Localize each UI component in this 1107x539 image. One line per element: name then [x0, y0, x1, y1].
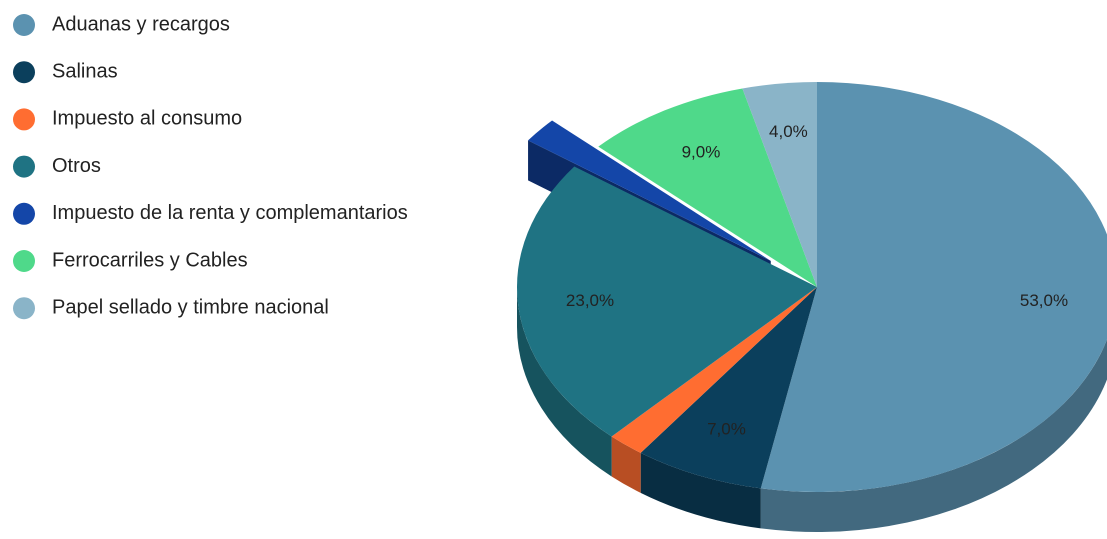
legend-text: Aduanas y recargos	[52, 13, 230, 35]
slice	[611, 287, 817, 453]
slice-side	[640, 452, 761, 529]
legend-marker	[13, 155, 35, 178]
slice-side	[760, 339, 1107, 532]
legend-marker	[13, 297, 35, 320]
legend-text: Otros	[52, 155, 101, 177]
slice	[742, 82, 817, 287]
legend-text: Ferrocarriles y Cables	[52, 249, 248, 271]
slice-label: 23,0%	[566, 291, 614, 310]
slice	[528, 120, 771, 261]
legend-text: Papel sellado y timbre nacional	[52, 296, 329, 318]
slice-side	[611, 436, 641, 493]
slice-label: 53,0%	[1020, 291, 1068, 310]
legend-marker	[13, 108, 35, 131]
slice-label: 7,0%	[707, 419, 746, 438]
legend-marker	[13, 14, 35, 36]
legend-marker	[13, 202, 35, 225]
slice	[517, 166, 817, 437]
slice-label: 4,0%	[769, 122, 808, 141]
slice	[760, 82, 1107, 492]
legend-text: Impuesto de la renta y complemantarios	[52, 202, 408, 224]
slice	[640, 287, 817, 489]
slice-side	[517, 287, 612, 477]
legend-marker	[13, 61, 35, 84]
legend-marker	[13, 250, 35, 272]
slice-label: 9,0%	[682, 142, 721, 161]
slice	[598, 88, 817, 287]
legend-text: Impuesto al consumo	[52, 108, 242, 130]
legend-text: Salinas	[52, 60, 118, 82]
